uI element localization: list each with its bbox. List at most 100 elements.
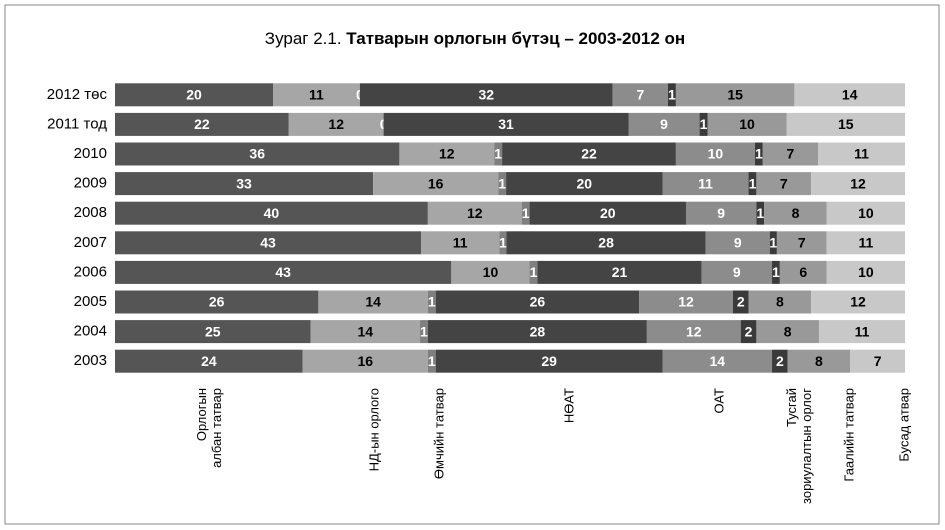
bar-segment [740,320,757,344]
bar-segment [685,201,757,225]
bar-segment [421,231,500,255]
data-label: 1 [530,264,538,280]
bar-segment [675,83,795,107]
bar-segment [628,112,700,136]
bar-segment [826,260,905,284]
y-tick-label: 2009 [74,175,107,192]
bar-segment [675,142,755,166]
data-label: 12 [467,205,483,221]
data-label: 40 [264,205,280,221]
bar-segment [769,231,777,255]
bar-segment [435,349,663,373]
data-label: 12 [686,323,702,339]
data-label: 1 [522,205,530,221]
bar-segment [498,172,507,196]
data-label: 7 [636,87,644,103]
data-label: 1 [498,175,506,191]
data-label: 9 [734,235,742,251]
bar-segment [115,260,452,284]
bar-segment [776,231,827,255]
data-label: 1 [499,235,507,251]
bar-segment [115,142,400,166]
bar-segment [451,260,530,284]
bar-segment [115,201,428,225]
bar-segment [537,260,702,284]
bar-segment [427,201,522,225]
legend-label: ОАТ [711,388,726,413]
bar-segment [786,112,905,136]
bar-segment [818,142,905,166]
data-label: 1 [668,87,676,103]
legend-label: НӨАТ [561,388,576,423]
bar-segment [612,83,668,107]
data-label: 14 [365,294,381,310]
bar-segment [699,112,708,136]
legend-label: Орлогыналбан татвар [194,388,224,468]
bar-segment [779,260,827,284]
bar-segment [818,320,905,344]
legend-label: НД-ын орлого [366,388,381,471]
data-label: 12 [328,116,344,132]
data-label: 14 [709,353,725,369]
bar-segment [427,320,647,344]
bar-segment [756,172,812,196]
bar-segment [662,172,749,196]
bar-segment [772,349,788,373]
y-tick-label: 2003 [74,352,107,369]
y-tick-label: 2007 [74,234,107,251]
data-label: 43 [260,235,276,251]
bar-segment [420,320,428,344]
bar-segment [772,260,780,284]
legend-label: Тусгайзориулалтын орлог [784,388,814,504]
data-label: 8 [784,323,792,339]
data-label: 31 [498,116,514,132]
bar-segment [399,142,495,166]
data-label: 2 [737,294,745,310]
bar-segment [705,231,770,255]
data-label: 43 [275,264,291,280]
data-label: 28 [598,235,614,251]
data-label: 9 [660,116,668,132]
data-label: 15 [838,116,854,132]
chart-title: Зураг 2.1. Татварын орлогын бүтэц – 2003… [265,29,685,48]
bar-segment [115,349,303,373]
bar-segment [662,349,773,373]
bar-segment [811,290,905,314]
data-label: 16 [358,353,374,369]
data-label: 10 [858,264,874,280]
bar-segment [826,231,905,255]
data-label: 36 [249,146,265,162]
bar-segment [427,290,436,314]
data-label: 7 [874,353,882,369]
data-label: 7 [787,146,795,162]
data-label: 1 [428,294,436,310]
data-label: 10 [708,146,724,162]
legend-label: Гаалийн татвар [841,388,856,482]
data-label: 6 [799,264,807,280]
bar-segment [646,320,741,344]
bar-segment [668,83,676,107]
data-label: 22 [581,146,597,162]
y-tick-label: 2008 [74,204,107,221]
bar-segment [115,112,289,136]
bar-segment [115,290,319,314]
data-label: 26 [209,294,225,310]
bar-segment [359,83,613,107]
data-label: 12 [850,175,866,191]
y-tick-label: 2005 [74,293,107,310]
bar-segment [506,172,663,196]
data-label: 11 [453,235,468,251]
data-label: 8 [792,205,800,221]
data-label: 11 [854,146,869,162]
data-label: 1 [420,323,428,339]
bar-segment [494,142,503,166]
data-label: 1 [700,116,708,132]
data-label: 11 [309,87,324,103]
y-tick-label: 2011 тод [47,115,107,132]
data-label: 11 [855,323,870,339]
data-label: 29 [541,353,557,369]
data-label: 14 [842,87,858,103]
data-label: 16 [428,175,444,191]
data-label: 9 [717,205,725,221]
